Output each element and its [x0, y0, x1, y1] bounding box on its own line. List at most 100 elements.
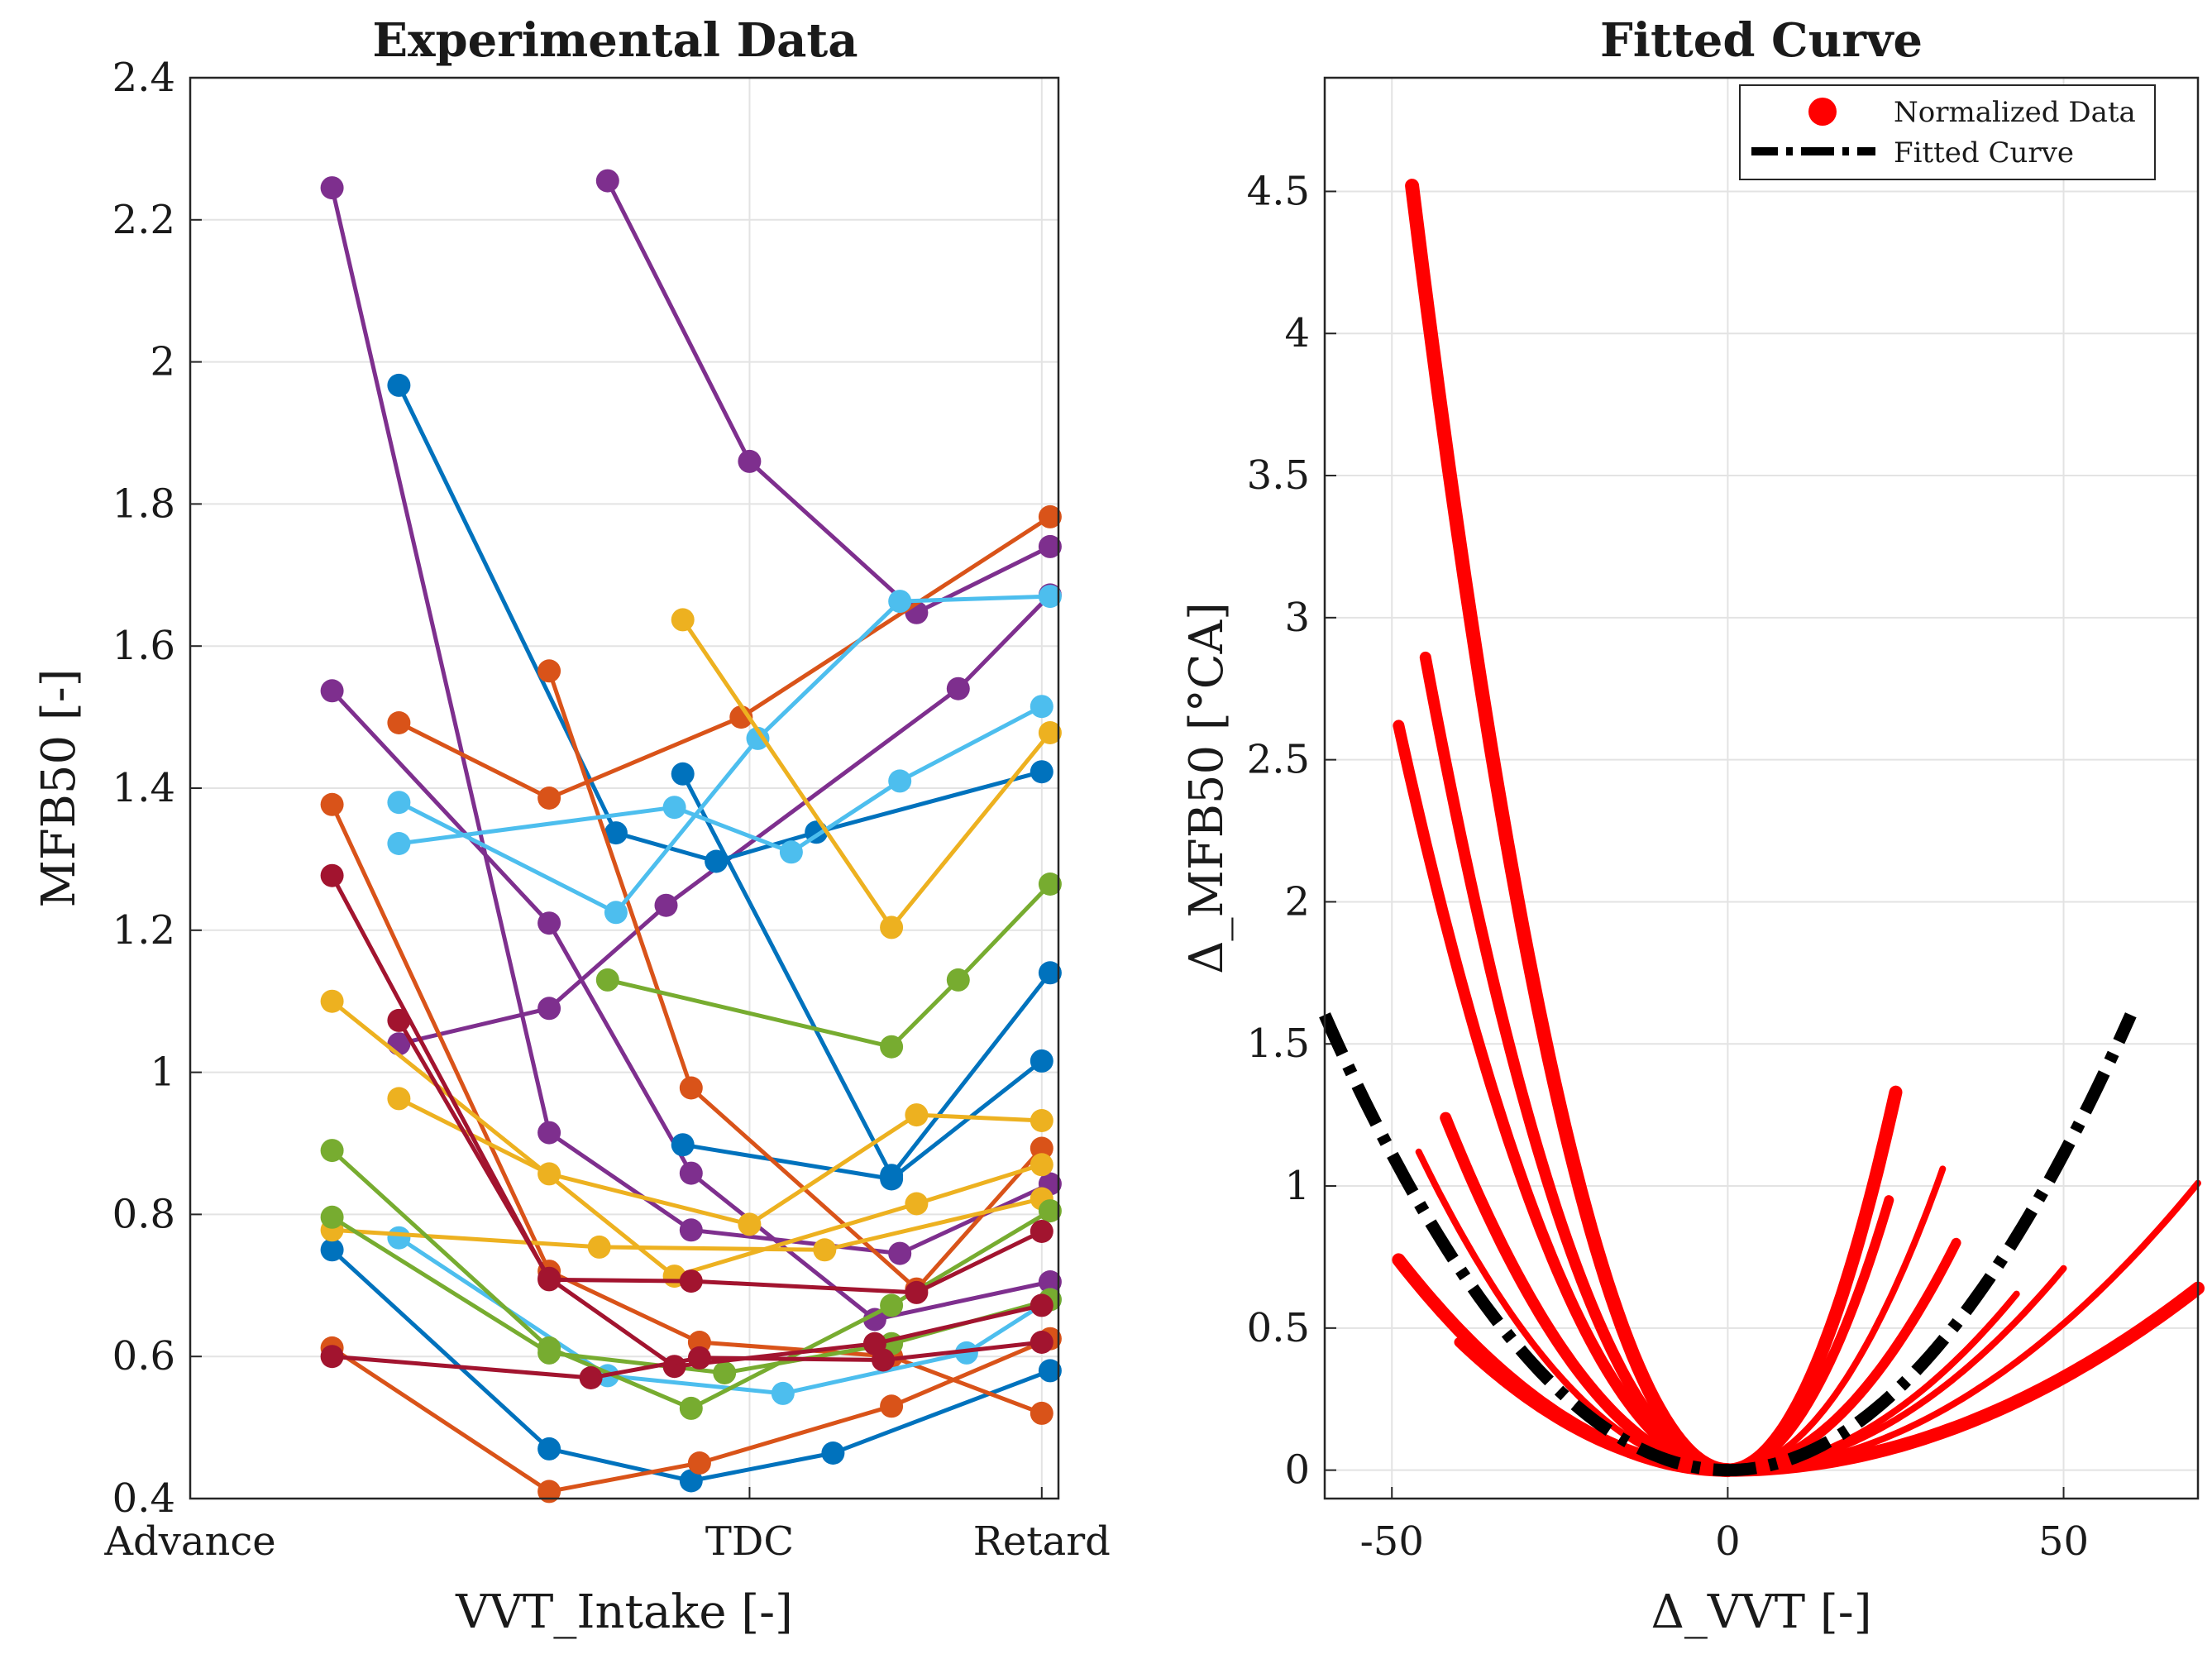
data-point-s20 — [595, 968, 619, 992]
data-point-s3 — [679, 1161, 703, 1185]
data-point-s21 — [880, 1293, 904, 1317]
data-point-s3 — [537, 911, 561, 935]
legend: Normalized Data Fitted Curve — [1739, 84, 2156, 180]
left-y-tick-label: 2.4 — [112, 55, 175, 101]
data-point-s21 — [1038, 1199, 1062, 1223]
data-point-s10 — [679, 1076, 703, 1100]
normalized-data-curve — [1454, 1337, 1733, 1475]
left-y-axis-label: MFB50 [-] — [32, 668, 86, 907]
data-point-s13 — [746, 726, 770, 750]
data-point-s16 — [1038, 721, 1062, 744]
data-point-s9 — [387, 711, 411, 734]
legend-marker-normalized-data — [1808, 98, 1837, 126]
legend-label-fitted-curve: Fitted Curve — [1894, 136, 2074, 170]
left-x-tick-labels: Advance TDC Retard — [103, 1518, 1111, 1565]
data-point-s18 — [738, 1212, 762, 1236]
data-point-s6 — [671, 762, 695, 786]
data-point-s9 — [537, 786, 561, 810]
left-x-axis-label: VVT_Intake [-] — [455, 1585, 793, 1639]
data-point-s16 — [880, 916, 904, 939]
data-point-s17 — [320, 989, 344, 1013]
data-point-s1 — [679, 1218, 703, 1242]
data-point-s8 — [1038, 1359, 1062, 1383]
left-x-tick-label: TDC — [705, 1518, 794, 1565]
legend-label-normalized-data: Normalized Data — [1894, 96, 2136, 129]
left-x-tick-label: Retard — [973, 1518, 1111, 1565]
left-chart-title: Experimental Data — [372, 13, 858, 68]
right-x-tick-labels: -50 0 50 — [1360, 1518, 2089, 1565]
data-point-s1 — [537, 1121, 561, 1145]
data-point-s5 — [604, 821, 628, 845]
data-point-s19 — [587, 1235, 611, 1259]
data-point-s13 — [387, 791, 411, 815]
data-point-s4 — [654, 893, 678, 917]
data-point-s13 — [604, 901, 628, 925]
data-point-s9 — [1038, 504, 1062, 528]
data-point-s4 — [946, 677, 970, 700]
data-point-s24 — [387, 1008, 411, 1032]
right-x-tick-label: 50 — [2038, 1518, 2089, 1565]
data-point-s25 — [579, 1366, 603, 1389]
right-x-tick-label: -50 — [1360, 1518, 1424, 1565]
data-point-s3 — [1038, 1270, 1062, 1293]
data-point-s13 — [1038, 585, 1062, 609]
data-point-s14 — [387, 832, 411, 855]
data-point-s23 — [1030, 1220, 1053, 1243]
data-point-s3 — [862, 1308, 886, 1332]
left-y-tick-labels: 0.4 0.6 0.8 1 1.2 1.4 1.6 1.8 2 2.2 2.4 — [112, 55, 175, 1522]
left-y-tick-label: 1.6 — [112, 623, 175, 669]
data-point-s16 — [671, 608, 695, 632]
right-y-tick-label: 1 — [1284, 1163, 1310, 1209]
data-point-s23 — [679, 1269, 703, 1293]
left-y-tick-label: 1 — [150, 1049, 175, 1096]
legend-box — [1739, 84, 2156, 180]
left-y-tick-label: 1.4 — [112, 765, 175, 811]
data-point-s8 — [320, 1238, 344, 1262]
right-grid — [1325, 78, 2198, 1499]
right-y-tick-labels: 0 0.5 1 1.5 2 2.5 3 3.5 4 4.5 — [1247, 168, 1310, 1493]
data-point-s23 — [905, 1280, 929, 1304]
right-y-tick-label: 0 — [1284, 1447, 1310, 1494]
data-point-s17 — [1030, 1153, 1053, 1177]
data-point-s1 — [888, 1241, 912, 1265]
fitted-curve-panel: Fitted Curve 0 0.5 1 1.5 2 2.5 3 3.5 4 4.5 -50 0 50… — [1180, 13, 2205, 1639]
left-series-group — [320, 169, 1062, 1504]
data-point-s20 — [1038, 873, 1062, 896]
data-point-s23 — [320, 863, 344, 887]
data-point-s22 — [320, 1205, 344, 1229]
data-point-s14 — [888, 769, 912, 793]
data-point-s25 — [872, 1348, 895, 1372]
normalized-data-curve — [1721, 1281, 2205, 1477]
left-y-tick-label: 0.6 — [112, 1333, 175, 1379]
data-point-s11 — [1030, 1401, 1053, 1425]
data-point-s25 — [687, 1346, 711, 1370]
data-point-s22 — [537, 1341, 561, 1365]
normalized-data-curve — [1393, 720, 1734, 1476]
right-y-tick-label: 3 — [1284, 595, 1310, 641]
data-point-s18 — [1030, 1109, 1053, 1132]
left-y-tick-label: 2.2 — [112, 197, 175, 243]
data-point-s12 — [537, 1480, 561, 1504]
data-point-s2 — [738, 449, 762, 473]
data-point-s14 — [662, 796, 686, 820]
data-point-s11 — [320, 792, 344, 816]
data-point-s15 — [387, 1226, 411, 1250]
data-point-s14 — [779, 840, 803, 864]
data-point-s8 — [821, 1441, 845, 1465]
right-y-tick-label: 3.5 — [1247, 452, 1310, 499]
series-line-s2 — [605, 179, 1052, 615]
data-point-s18 — [537, 1162, 561, 1186]
left-axes-box — [189, 76, 1060, 1500]
data-point-s22 — [713, 1361, 737, 1384]
data-point-s24 — [662, 1355, 686, 1379]
data-point-s25 — [1030, 1331, 1053, 1354]
right-y-tick-label: 2.5 — [1247, 737, 1310, 783]
right-y-tick-label: 0.5 — [1247, 1305, 1310, 1351]
data-point-s2 — [595, 169, 619, 193]
data-point-s6 — [1038, 961, 1062, 985]
data-point-s10 — [537, 659, 561, 683]
data-point-s5 — [387, 373, 411, 397]
data-point-s2 — [1038, 534, 1062, 558]
right-chart-title: Fitted Curve — [1600, 13, 1923, 68]
